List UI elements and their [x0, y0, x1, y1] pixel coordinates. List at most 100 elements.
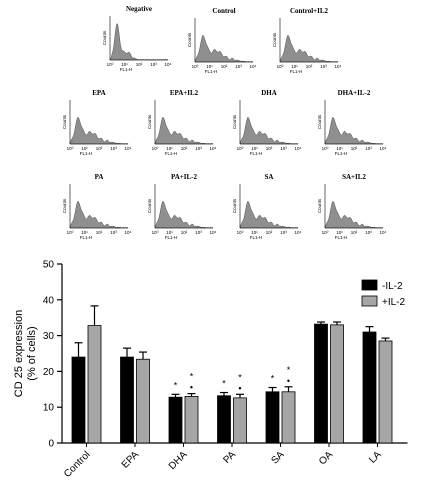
histogram-title: PA+IL-2 — [171, 173, 198, 181]
histogram-x-tick: 10⁰ — [277, 64, 284, 69]
histogram-title: Control+IL2 — [290, 7, 329, 15]
histogram-curve — [69, 201, 129, 229]
histogram-x-tick: 10⁴ — [380, 146, 387, 151]
histogram-xlabel: FL1-H — [80, 151, 93, 156]
bar-IL2-pa — [217, 395, 231, 444]
histogram-x-tick: 10² — [306, 64, 313, 69]
bar-x-tick-label-control: Control — [62, 449, 93, 480]
histogram-curve — [239, 117, 299, 145]
histogram-title: DHA+IL-2 — [338, 89, 371, 97]
bar-x-tick-label-oa: OA — [317, 449, 335, 467]
bar-IL2-la — [378, 340, 393, 444]
significance-star: * — [271, 374, 275, 384]
histogram-x-tick: 10³ — [280, 230, 287, 235]
histogram-panels: Negative Counts 10⁰ 10¹ 10² 10³ 10⁴ FL1-H Contro… — [62, 5, 387, 240]
histogram-x-tick: 10³ — [365, 230, 372, 235]
histogram-x-tick: 10⁰ — [237, 146, 244, 151]
bar-y-tick-label: 30 — [43, 331, 55, 342]
histogram-panel-dha: DHA Counts 10⁰ 10¹ 10² 10³ 10⁴ FL1-H — [232, 89, 302, 156]
histogram-x-tick: 10² — [181, 146, 188, 151]
histogram-x-tick: 10⁴ — [335, 64, 342, 69]
histogram-x-tick: 10⁰ — [107, 62, 114, 67]
bar-y-tick-label: 40 — [43, 295, 55, 306]
histogram-x-tick: 10¹ — [291, 64, 298, 69]
histogram-ylabel: Counts — [187, 32, 192, 47]
histogram-title: Control — [212, 7, 235, 15]
histogram-x-tick: 10⁴ — [210, 230, 217, 235]
legend-label: -IL-2 — [382, 281, 403, 292]
histogram-panel-pa: PA Counts 10⁰ 10¹ 10² 10³ 10⁴ FL1-H — [62, 173, 132, 240]
histogram-panel-sa-il2: SA+IL2 Counts 10⁰ 10¹ 10² 10³ 10⁴ FL1-H — [317, 173, 387, 240]
histogram-x-tick: 10² — [351, 230, 358, 235]
bar-IL2-oa — [330, 324, 344, 444]
histogram-ylabel: Counts — [272, 32, 277, 47]
bar-IL2-control — [71, 356, 86, 444]
histogram-x-tick: 10² — [96, 230, 103, 235]
histogram-x-tick: 10² — [96, 146, 103, 151]
legend-swatch — [361, 279, 378, 291]
histogram-curve — [324, 201, 384, 229]
bar-x-tick-label-sa: SA — [269, 449, 286, 466]
significance-dot: • — [238, 383, 241, 393]
histogram-xlabel: FL1-H — [165, 235, 178, 240]
histogram-x-tick: 10¹ — [251, 146, 258, 151]
histogram-ylabel: Counts — [147, 114, 152, 129]
histogram-x-tick: 10¹ — [336, 230, 343, 235]
significance-dot: • — [287, 376, 290, 386]
histogram-x-tick: 10⁴ — [380, 230, 387, 235]
bar-x-tick-label-pa: PA — [221, 449, 238, 466]
histogram-x-tick: 10³ — [195, 230, 202, 235]
histogram-ylabel: Counts — [147, 198, 152, 213]
histogram-x-tick: 10⁰ — [152, 230, 159, 235]
histogram-xlabel: FL1-H — [335, 151, 348, 156]
histogram-title: Negative — [126, 5, 152, 13]
bar-IL2-pa — [233, 397, 247, 444]
histogram-x-tick: 10¹ — [206, 64, 213, 69]
bar-x-tick-label-la: LA — [367, 449, 384, 466]
histogram-curve — [109, 23, 169, 61]
significance-star: * — [222, 379, 226, 389]
histogram-x-tick: 10⁰ — [237, 230, 244, 235]
legend-label: +IL-2 — [382, 297, 406, 308]
histogram-ylabel: Counts — [102, 30, 107, 45]
histogram-x-tick: 10³ — [235, 64, 242, 69]
bar-IL2-sa — [265, 391, 280, 444]
histogram-x-tick: 10¹ — [166, 146, 173, 151]
histogram-x-tick: 10² — [351, 146, 358, 151]
bar-IL2-epa — [120, 356, 134, 444]
histogram-xlabel: FL1-H — [290, 69, 303, 74]
histogram-x-tick: 10⁴ — [125, 146, 132, 151]
bar-IL2-control — [87, 325, 102, 444]
histogram-ylabel: Counts — [317, 114, 322, 129]
bar-y-tick-label: 10 — [43, 403, 55, 414]
histogram-panel-control: Control Counts 10⁰ 10¹ 10² 10³ 10⁴ FL1-H — [187, 7, 257, 74]
histogram-x-tick: 10⁰ — [67, 146, 74, 151]
histogram-x-tick: 10¹ — [121, 62, 128, 67]
histogram-x-tick: 10¹ — [166, 230, 173, 235]
histogram-curve — [154, 117, 214, 145]
histogram-x-tick: 10¹ — [81, 146, 88, 151]
histogram-panel-negative: Negative Counts 10⁰ 10¹ 10² 10³ 10⁴ FL1-H — [102, 5, 172, 72]
significance-dot: • — [190, 383, 193, 393]
bar-ylabel: CD 25 expression (% of cells) — [13, 310, 38, 397]
bar-IL2-la — [362, 331, 377, 444]
histogram-title: EPA — [92, 89, 105, 97]
significance-star: * — [238, 372, 242, 382]
histogram-title: PA — [95, 173, 104, 181]
histogram-x-tick: 10² — [266, 146, 273, 151]
histogram-x-tick: 10⁰ — [192, 64, 199, 69]
histogram-x-tick: 10⁴ — [125, 230, 132, 235]
histogram-x-tick: 10⁴ — [250, 64, 257, 69]
bar-IL2-epa — [136, 358, 150, 444]
histogram-panel-dha-il-2: DHA+IL-2 Counts 10⁰ 10¹ 10² 10³ 10⁴ FL1-H — [317, 89, 387, 156]
significance-star: * — [190, 372, 194, 382]
histogram-title: SA — [265, 173, 274, 181]
significance-star: * — [174, 380, 178, 390]
histogram-ylabel: Counts — [62, 114, 67, 129]
histogram-title: SA+IL2 — [342, 173, 366, 181]
histogram-ylabel: Counts — [232, 198, 237, 213]
histogram-x-tick: 10¹ — [251, 230, 258, 235]
histogram-x-tick: 10² — [221, 64, 228, 69]
significance-star: * — [287, 365, 291, 375]
